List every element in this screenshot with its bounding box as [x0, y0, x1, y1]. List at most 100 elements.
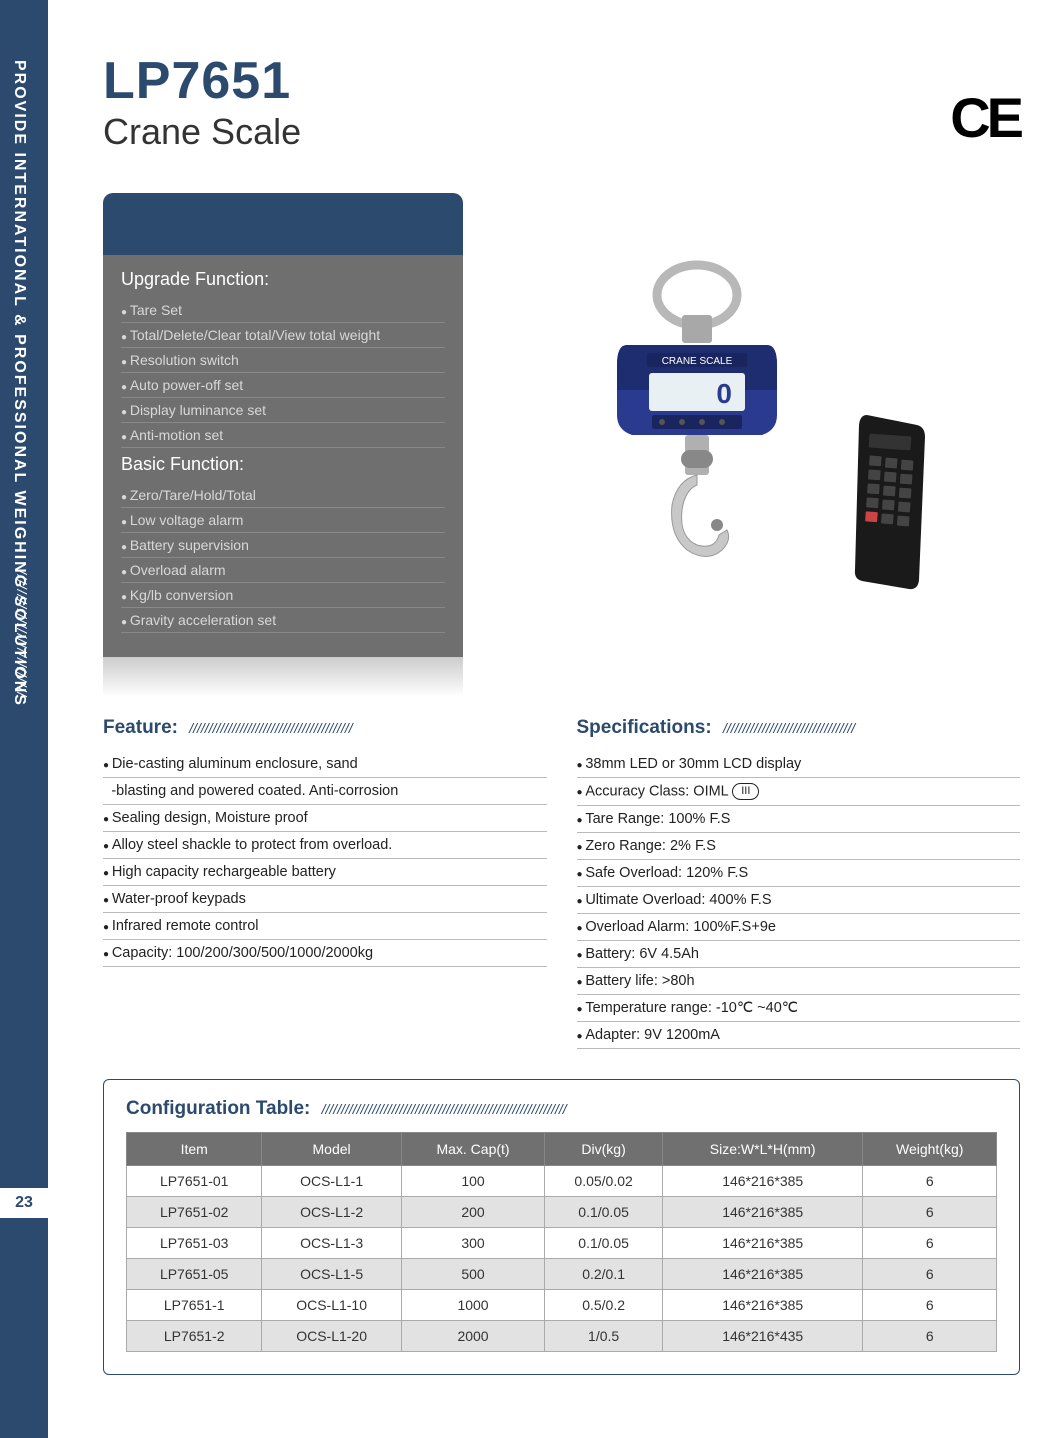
function-item: Total/Delete/Clear total/View total weig…: [121, 323, 445, 348]
table-row: LP7651-05OCS-L1-55000.2/0.1146*216*3856: [127, 1259, 997, 1290]
basic-function-list: Zero/Tare/Hold/TotalLow voltage alarmBat…: [121, 483, 445, 633]
config-title: Configuration Table: ///////////////////…: [126, 1098, 997, 1120]
table-cell: LP7651-1: [127, 1290, 262, 1321]
function-panel-body: Upgrade Function: Tare SetTotal/Delete/C…: [103, 255, 463, 657]
table-cell: 146*216*385: [662, 1290, 862, 1321]
table-row: LP7651-02OCS-L1-22000.1/0.05146*216*3856: [127, 1197, 997, 1228]
table-row: LP7651-01OCS-L1-11000.05/0.02146*216*385…: [127, 1166, 997, 1197]
remote-control-image: [847, 405, 937, 605]
oiml-badge: III: [732, 783, 759, 800]
spec-item: Zero Range: 2% F.S: [577, 833, 1021, 860]
spec-item: Tare Range: 100% F.S: [577, 806, 1021, 833]
table-cell: OCS-L1-2: [262, 1197, 401, 1228]
table-cell: 6: [863, 1321, 997, 1352]
table-cell: LP7651-2: [127, 1321, 262, 1352]
table-cell: OCS-L1-20: [262, 1321, 401, 1352]
table-cell: 0.2/0.1: [545, 1259, 663, 1290]
table-cell: 500: [401, 1259, 544, 1290]
feature-slashes: ////////////////////////////////////////…: [189, 720, 352, 736]
config-column-header: Item: [127, 1133, 262, 1166]
table-cell: LP7651-05: [127, 1259, 262, 1290]
feature-item: Capacity: 100/200/300/500/1000/2000kg: [103, 940, 547, 967]
spec-item: Adapter: 9V 1200mA: [577, 1022, 1021, 1049]
function-item: Display luminance set: [121, 398, 445, 423]
feature-column: Feature: ///////////////////////////////…: [103, 717, 547, 1049]
svg-text:CRANE SCALE: CRANE SCALE: [661, 356, 732, 367]
table-cell: 146*216*385: [662, 1259, 862, 1290]
table-cell: 0.1/0.05: [545, 1228, 663, 1259]
table-cell: 146*216*385: [662, 1228, 862, 1259]
main-row: Upgrade Function: Tare SetTotal/Delete/C…: [103, 193, 1020, 697]
function-item: Auto power-off set: [121, 373, 445, 398]
table-cell: LP7651-02: [127, 1197, 262, 1228]
table-cell: 6: [863, 1228, 997, 1259]
config-slashes: ////////////////////////////////////////…: [322, 1101, 567, 1117]
table-cell: 300: [401, 1228, 544, 1259]
product-image-area: CRANE SCALE 0: [493, 193, 1020, 697]
table-cell: 100: [401, 1166, 544, 1197]
feature-item: Die-casting aluminum enclosure, sand: [103, 751, 547, 778]
page-content: LP7651 Crane Scale CE Upgrade Function: …: [48, 0, 1060, 1438]
function-panel: Upgrade Function: Tare SetTotal/Delete/C…: [103, 193, 463, 697]
basic-function-title: Basic Function:: [121, 454, 445, 475]
function-item: Overload alarm: [121, 558, 445, 583]
spec-item: Overload Alarm: 100%F.S+9e: [577, 914, 1021, 941]
table-cell: 146*216*385: [662, 1166, 862, 1197]
svg-text:0: 0: [716, 378, 732, 409]
function-item: Zero/Tare/Hold/Total: [121, 483, 445, 508]
config-table-header: ItemModelMax. Cap(t)Div(kg)Size:W*L*H(mm…: [127, 1133, 997, 1166]
config-table-body: LP7651-01OCS-L1-11000.05/0.02146*216*385…: [127, 1166, 997, 1352]
spec-item: Accuracy Class: OIML III: [577, 778, 1021, 806]
feature-list: Die-casting aluminum enclosure, sand-bla…: [103, 751, 547, 967]
spec-item: Safe Overload: 120% F.S: [577, 860, 1021, 887]
feature-item: Infrared remote control: [103, 913, 547, 940]
table-cell: 6: [863, 1197, 997, 1228]
table-cell: 1000: [401, 1290, 544, 1321]
feature-item: Sealing design, Moisture proof: [103, 805, 547, 832]
table-cell: 6: [863, 1259, 997, 1290]
crane-scale-image: CRANE SCALE 0: [577, 255, 817, 635]
specs-column: Specifications: ////////////////////////…: [577, 717, 1021, 1049]
table-cell: LP7651-03: [127, 1228, 262, 1259]
upgrade-function-list: Tare SetTotal/Delete/Clear total/View to…: [121, 298, 445, 448]
specs-slashes: //////////////////////////////////: [723, 720, 855, 736]
config-title-text: Configuration Table:: [126, 1098, 310, 1119]
table-cell: OCS-L1-5: [262, 1259, 401, 1290]
config-table: ItemModelMax. Cap(t)Div(kg)Size:W*L*H(mm…: [126, 1132, 997, 1352]
table-cell: OCS-L1-10: [262, 1290, 401, 1321]
function-item: Resolution switch: [121, 348, 445, 373]
feature-item: Water-proof keypads: [103, 886, 547, 913]
spec-item: Battery: 6V 4.5Ah: [577, 941, 1021, 968]
table-cell: 0.5/0.2: [545, 1290, 663, 1321]
table-cell: 6: [863, 1290, 997, 1321]
specs-list: 38mm LED or 30mm LCD displayAccuracy Cla…: [577, 751, 1021, 1049]
specs-title: Specifications: ////////////////////////…: [577, 717, 1021, 739]
feature-title-text: Feature:: [103, 717, 178, 738]
feature-title: Feature: ///////////////////////////////…: [103, 717, 547, 739]
product-code: LP7651: [103, 55, 301, 107]
config-column-header: Div(kg): [545, 1133, 663, 1166]
function-item: Battery supervision: [121, 533, 445, 558]
sidebar-slashes: //////////////////////////: [14, 570, 30, 697]
product-name: Crane Scale: [103, 111, 301, 153]
spec-item: Battery life: >80h: [577, 968, 1021, 995]
spec-item: Ultimate Overload: 400% F.S: [577, 887, 1021, 914]
table-cell: 146*216*385: [662, 1197, 862, 1228]
header: LP7651 Crane Scale CE: [103, 55, 1020, 153]
table-row: LP7651-1OCS-L1-1010000.5/0.2146*216*3856: [127, 1290, 997, 1321]
config-column-header: Model: [262, 1133, 401, 1166]
config-section: Configuration Table: ///////////////////…: [103, 1079, 1020, 1375]
function-item: Gravity acceleration set: [121, 608, 445, 633]
table-cell: 0.1/0.05: [545, 1197, 663, 1228]
title-block: LP7651 Crane Scale: [103, 55, 301, 153]
config-column-header: Max. Cap(t): [401, 1133, 544, 1166]
feature-item: -blasting and powered coated. Anti-corro…: [103, 778, 547, 805]
config-column-header: Size:W*L*H(mm): [662, 1133, 862, 1166]
table-cell: OCS-L1-3: [262, 1228, 401, 1259]
table-cell: 1/0.5: [545, 1321, 663, 1352]
info-row: Feature: ///////////////////////////////…: [103, 717, 1020, 1049]
table-cell: 146*216*435: [662, 1321, 862, 1352]
feature-item: High capacity rechargeable battery: [103, 859, 547, 886]
table-cell: 2000: [401, 1321, 544, 1352]
function-item: Tare Set: [121, 298, 445, 323]
